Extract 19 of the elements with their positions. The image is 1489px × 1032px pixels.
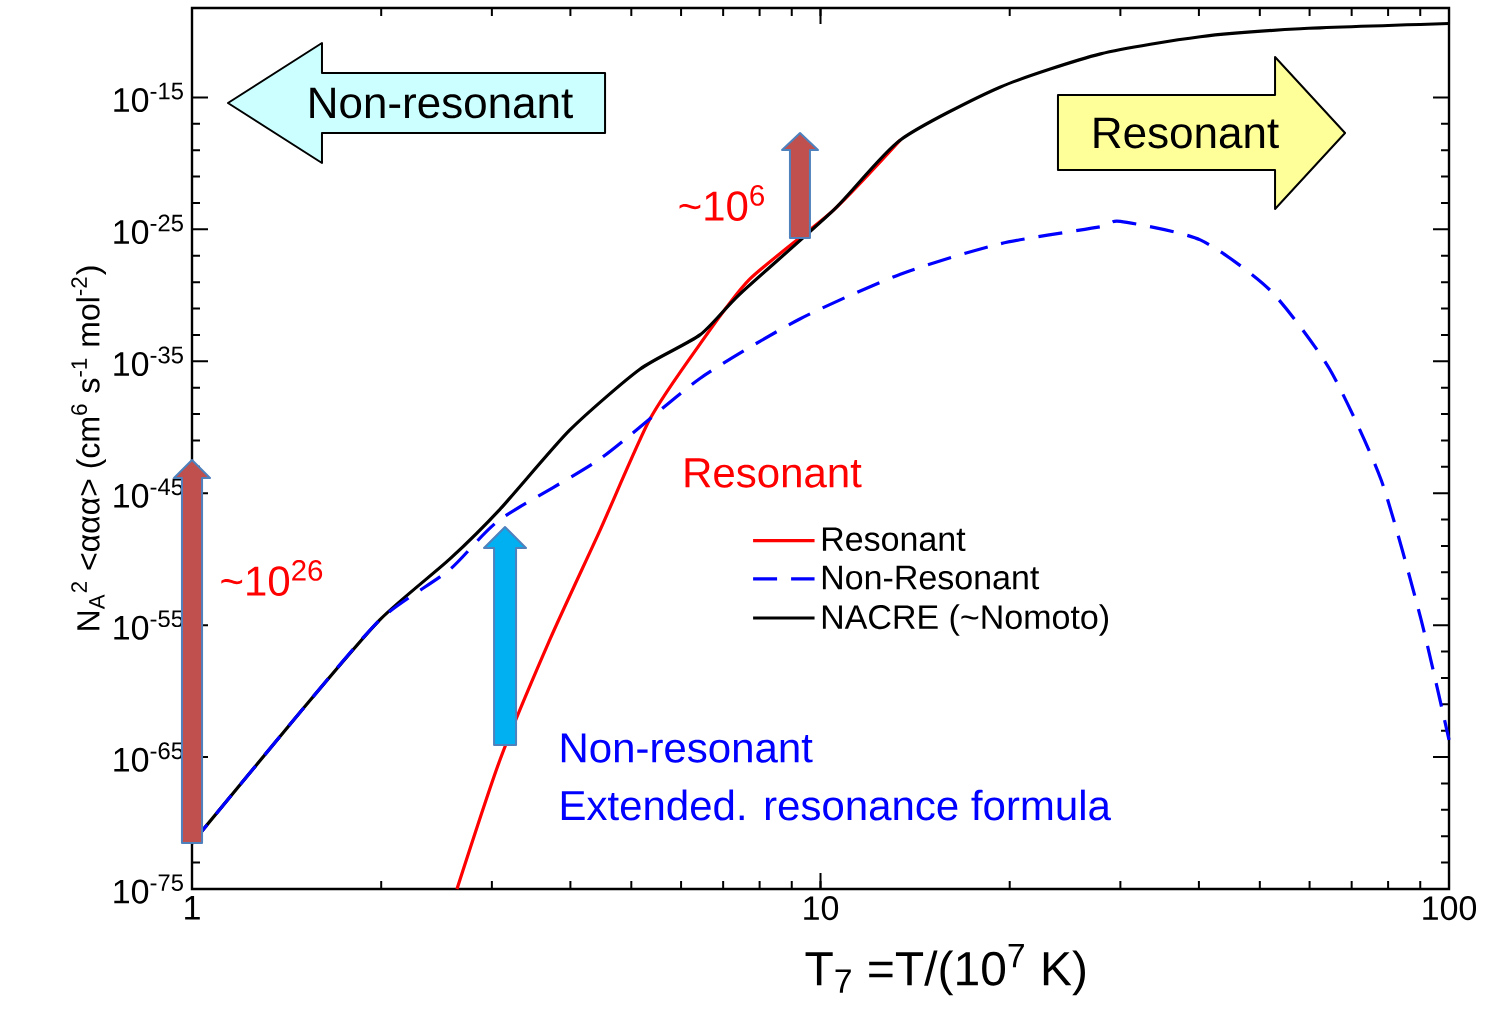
annotation: Resonant	[1094, 117, 1279, 149]
annotation: Non-resonant	[310, 87, 573, 119]
legend-label: Non-Resonant	[822, 565, 1040, 590]
annotation: ~10$^{6}$	[679, 184, 764, 221]
legend-label: Resonant	[822, 527, 966, 552]
text: N$_{A}$$^{2}$ <ααα> (cm$^{6}$ s$^{-1}$ mol$^{-2}$)	[71, 266, 106, 630]
y-tick-label: 10$^{-15}$	[114, 82, 183, 113]
annotation: Resonant	[685, 458, 862, 488]
legend-label: NACRE (~Nomoto)	[822, 604, 1108, 636]
y-tick-label: 10$^{-25}$	[114, 214, 183, 245]
x-tick-label: 100	[1423, 896, 1477, 921]
annotation: Extended. resonance formula	[561, 789, 1111, 821]
y-tick-label: 10$^{-35}$	[114, 346, 183, 377]
x-axis-title: T$_{7}$ =T/(10$^{7}$ K)	[805, 944, 1085, 996]
annotation: ~10$^{26}$	[221, 560, 323, 596]
x-tick-label: 1	[185, 896, 200, 920]
x-tick-label: 10	[804, 896, 839, 921]
y-tick-label: 10$^{-75}$	[114, 874, 183, 904]
annotation: Non-resonant	[561, 733, 813, 763]
